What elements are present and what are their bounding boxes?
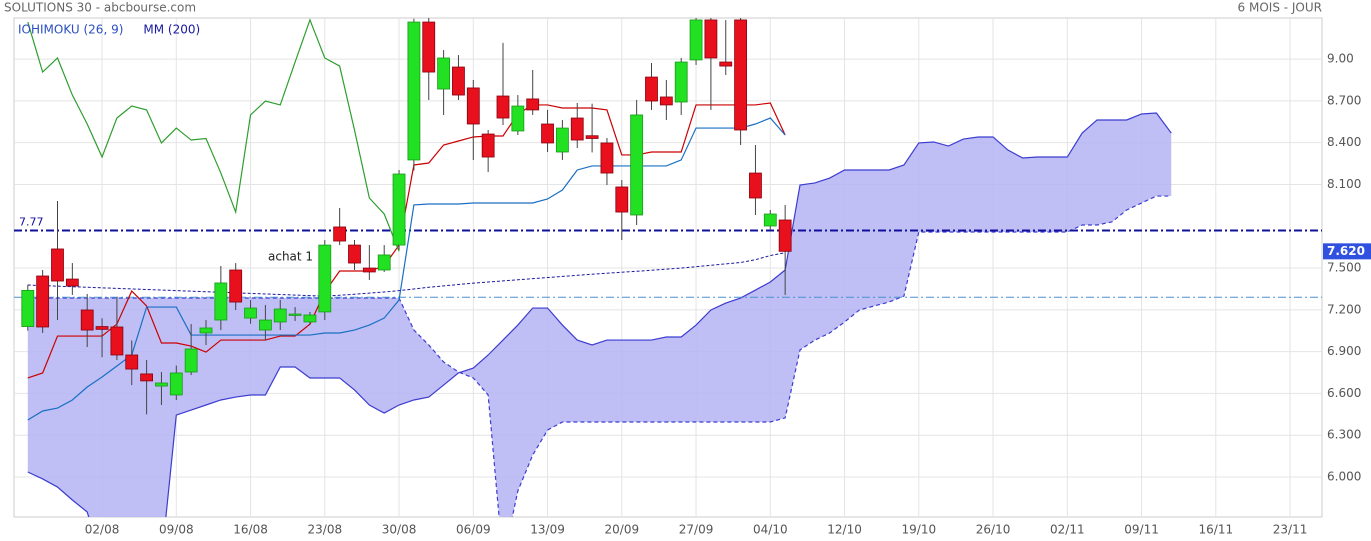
candle-body bbox=[125, 354, 139, 370]
candle-body bbox=[645, 76, 658, 102]
x-tick-label: 16/08 bbox=[233, 523, 268, 537]
y-tick-label: 8.100 bbox=[1327, 177, 1361, 191]
candle-body bbox=[288, 313, 302, 316]
candle-body bbox=[659, 96, 673, 106]
price-level-label: 7.77 bbox=[19, 215, 44, 228]
candle-body bbox=[318, 244, 332, 313]
plot-area bbox=[13, 17, 1323, 518]
candle-body bbox=[36, 275, 50, 328]
last-price-box bbox=[1323, 243, 1371, 260]
candle-body bbox=[630, 114, 644, 216]
x-tick-label: 23/11 bbox=[1273, 523, 1308, 537]
candle-body bbox=[392, 173, 406, 246]
x-tick-label: 16/11 bbox=[1199, 523, 1234, 537]
y-tick-label: 7.200 bbox=[1327, 302, 1361, 316]
senkou-a-line bbox=[27, 112, 1172, 517]
x-tick-label: 19/10 bbox=[902, 523, 937, 537]
x-tick-label: 30/08 bbox=[382, 523, 417, 537]
plot-layers bbox=[14, 18, 1322, 517]
candle-body bbox=[303, 314, 317, 323]
candle-body bbox=[541, 123, 554, 144]
x-tick-label: 12/10 bbox=[827, 523, 862, 537]
y-tick-label: 7.500 bbox=[1327, 261, 1361, 275]
y-tick-label: 8.700 bbox=[1327, 93, 1361, 107]
chart-title: SOLUTIONS 30 - abcbourse.com bbox=[4, 1, 196, 15]
y-tick-label: 6.900 bbox=[1327, 344, 1361, 358]
candle-body bbox=[348, 244, 361, 264]
candle-body bbox=[65, 278, 79, 287]
candle-body bbox=[199, 327, 213, 334]
candle-body bbox=[704, 19, 718, 59]
candle-body bbox=[556, 127, 569, 153]
candle-body bbox=[80, 309, 94, 331]
candle-body bbox=[689, 19, 703, 61]
kijun-line bbox=[27, 117, 786, 421]
candle-body bbox=[719, 61, 733, 67]
candle-body bbox=[21, 289, 35, 327]
annotation: achat 1 bbox=[268, 250, 313, 264]
candle-body bbox=[184, 348, 198, 373]
overlay: 6.000 6.300 6.600 6.900 7.200 7.500 8.100 8.400… bbox=[18, 23, 1371, 537]
candle-body bbox=[734, 19, 747, 131]
chikou-line bbox=[27, 18, 400, 252]
x-tick-label: 09/11 bbox=[1124, 523, 1159, 537]
candle-body bbox=[333, 226, 347, 242]
y-tick-label: 6.300 bbox=[1327, 428, 1361, 442]
x-tick-label: 27/09 bbox=[679, 523, 714, 537]
candle-body bbox=[437, 57, 451, 90]
candle-body bbox=[244, 307, 257, 319]
x-tick-label: 02/08 bbox=[85, 523, 120, 537]
candle-body bbox=[600, 142, 614, 174]
candle-body bbox=[362, 267, 376, 273]
last-price-label: 7.620 bbox=[1327, 244, 1365, 258]
candle-body bbox=[407, 21, 421, 161]
candle-body bbox=[674, 61, 688, 103]
x-tick-label: 04/10 bbox=[753, 523, 788, 537]
x-tick-label: 09/08 bbox=[159, 523, 194, 537]
candle-body bbox=[749, 172, 762, 199]
x-tick-label: 02/11 bbox=[1050, 523, 1085, 537]
chart-subtitle: 6 MOIS - JOUR bbox=[1238, 1, 1322, 15]
y-tick-label: 6.600 bbox=[1327, 386, 1361, 400]
candle-body bbox=[422, 21, 436, 73]
candle-body bbox=[155, 382, 168, 387]
y-tick-label: 9.00 bbox=[1327, 52, 1354, 66]
x-tick-label: 26/10 bbox=[976, 523, 1011, 537]
candle-body bbox=[585, 135, 599, 139]
x-tick-label: 13/09 bbox=[530, 523, 565, 537]
candle-body bbox=[466, 87, 480, 125]
candle-body bbox=[377, 254, 391, 271]
ichimoku-cloud bbox=[27, 113, 1172, 517]
candle-body bbox=[95, 326, 109, 330]
candle-body bbox=[763, 213, 777, 227]
candle-body bbox=[273, 308, 287, 323]
candle-body bbox=[140, 373, 154, 382]
candle-body bbox=[570, 117, 584, 141]
candle-body bbox=[258, 319, 272, 331]
tenkan-line bbox=[27, 102, 786, 379]
legend-entry: IOHIMOKU (26, 9) bbox=[18, 23, 123, 37]
candle-body bbox=[452, 66, 465, 96]
x-tick-label: 20/09 bbox=[605, 523, 640, 537]
candle-body bbox=[511, 105, 525, 132]
x-tick-label: 23/08 bbox=[308, 523, 343, 537]
candle-body bbox=[615, 186, 629, 213]
candle-body bbox=[214, 282, 228, 321]
legend-entry: MM (200) bbox=[143, 23, 200, 37]
candle-body bbox=[169, 372, 183, 396]
candle-body bbox=[481, 133, 495, 158]
candle-body bbox=[51, 248, 64, 282]
candle-body bbox=[778, 219, 792, 252]
y-tick-label: 6.000 bbox=[1327, 470, 1361, 484]
candle-body bbox=[526, 98, 540, 111]
candle-body bbox=[229, 269, 243, 303]
y-tick-label: 8.400 bbox=[1327, 135, 1361, 149]
moving-average bbox=[27, 252, 786, 297]
candle-body bbox=[110, 326, 124, 356]
candle-body bbox=[496, 95, 510, 119]
x-tick-label: 06/09 bbox=[456, 523, 491, 537]
